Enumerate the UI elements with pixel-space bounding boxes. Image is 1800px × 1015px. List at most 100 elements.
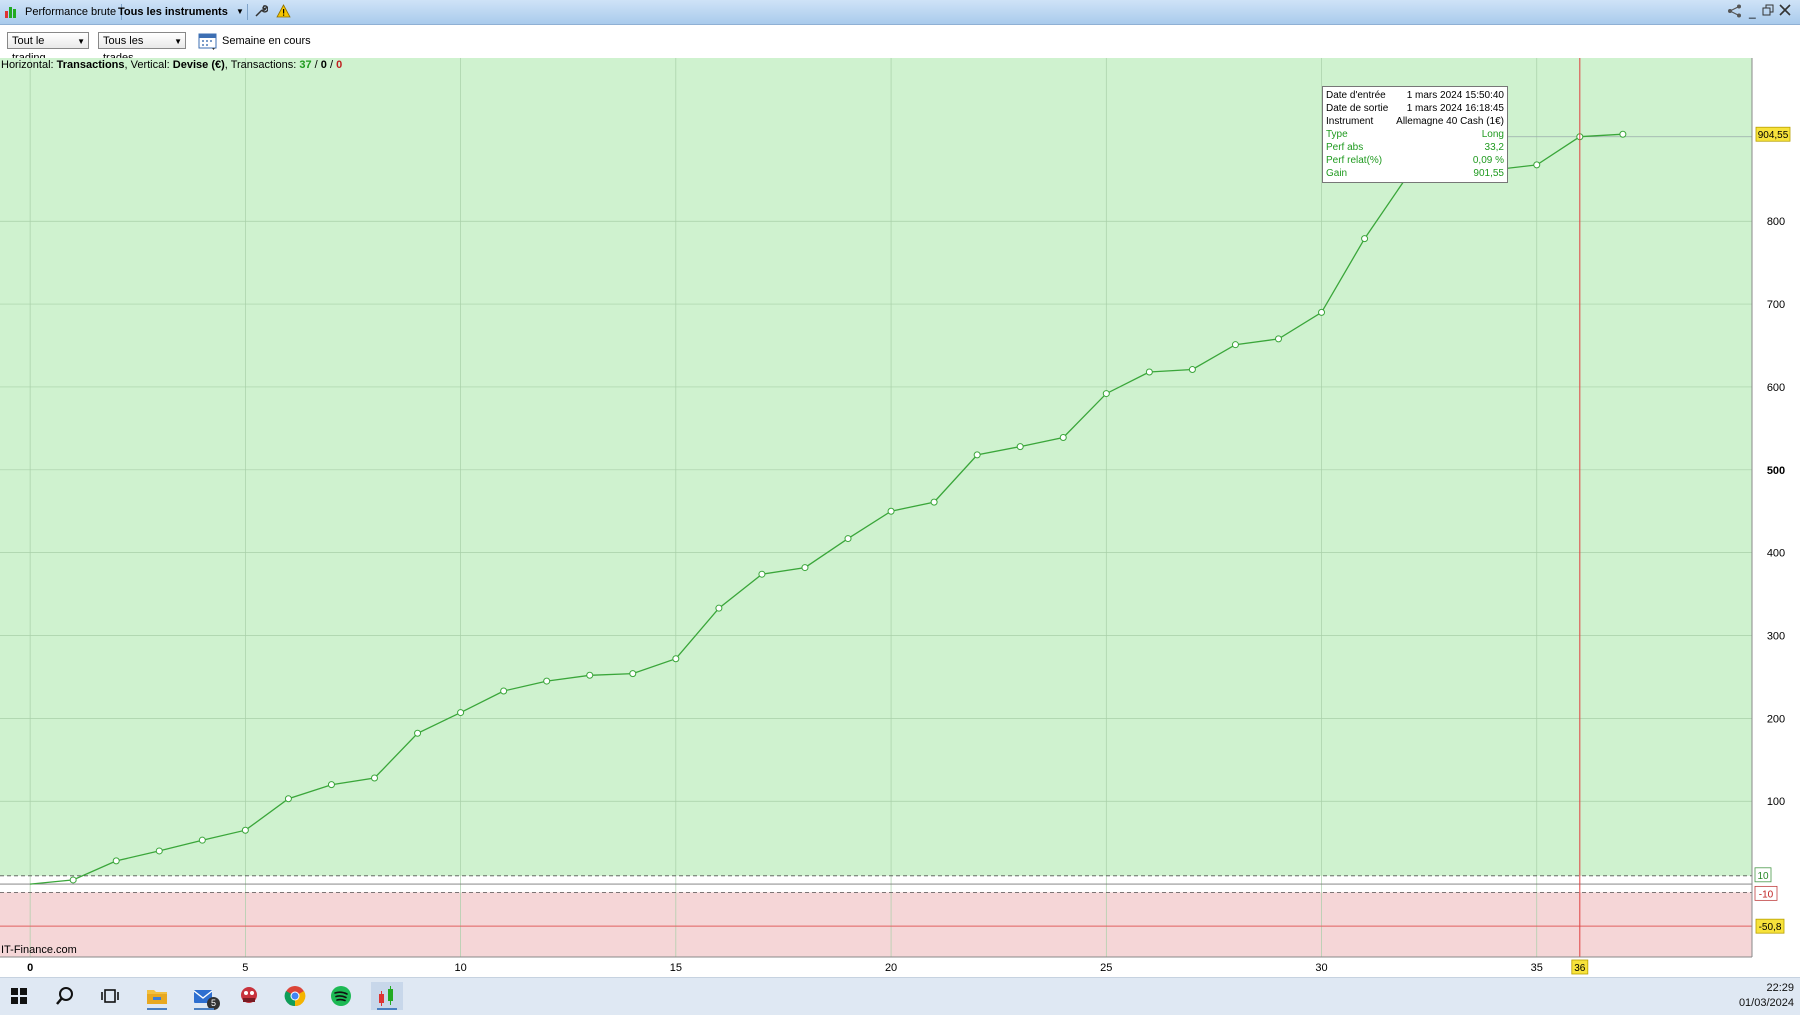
x-tick-label: 5: [242, 962, 248, 974]
data-point: [758, 570, 766, 578]
band-upper-label-text: 10: [1757, 871, 1769, 882]
transactions-loss: 0: [336, 59, 343, 71]
file-explorer-icon[interactable]: [141, 982, 173, 1010]
data-point: [1274, 335, 1282, 343]
data-point: [371, 774, 379, 782]
data-point: [1318, 308, 1326, 316]
wrench-icon[interactable]: [254, 4, 269, 20]
clock-time: 22:29: [1766, 982, 1794, 994]
data-point: [69, 876, 77, 884]
data-point: [543, 677, 551, 685]
vertical-label: , Vertical:: [124, 59, 173, 71]
horizontal-label: Horizontal:: [1, 59, 57, 71]
trade-tooltip: Date d'entrée 1 mars 2024 15:50:40 Date de…: [1322, 86, 1508, 183]
close-icon[interactable]: [1779, 4, 1791, 20]
active-indicator: [194, 1008, 214, 1010]
band-upper-label-box: [1754, 867, 1772, 883]
y-tick-label: 600: [1767, 382, 1785, 394]
data-point: [1059, 433, 1067, 441]
data-point: [414, 729, 422, 737]
toolbar: Tout le trading ▼ Tous les trades ▼ Sema…: [0, 25, 1800, 64]
y-tick-label: 200: [1767, 713, 1785, 725]
mail-badge: 5: [207, 997, 220, 1010]
data-point: [1102, 390, 1110, 398]
min-value-label-text: -50,8: [1759, 922, 1782, 933]
x-tick-label: 10: [454, 962, 466, 974]
horizontal-value: Transactions: [56, 59, 125, 71]
trades-filter-dropdown[interactable]: Tous les trades ▼: [98, 32, 186, 64]
current-value-label-text: 904,55: [1758, 130, 1789, 141]
current-value-label-box: [1755, 126, 1791, 142]
data-point: [930, 498, 938, 506]
tab-instruments[interactable]: Tous les instruments: [118, 6, 228, 18]
data-point: [500, 687, 508, 695]
data-point: [586, 671, 594, 679]
data-point: [1619, 130, 1627, 138]
cursor-x-label: 36: [1571, 959, 1589, 975]
tooltip-value: 1 mars 2024 15:50:40: [1406, 90, 1504, 101]
current-value-label: 904,55: [1755, 126, 1791, 142]
tab-performance[interactable]: Performance brute: [20, 4, 123, 20]
restore-icon[interactable]: [1762, 4, 1774, 20]
trading-app-icon[interactable]: [371, 982, 403, 1010]
tooltip-key: Date d'entrée: [1326, 90, 1386, 101]
tooltip-value: 901,55: [1473, 168, 1504, 179]
tooltip-key: Type: [1326, 129, 1348, 140]
period-label[interactable]: Semaine en cours: [222, 35, 311, 47]
warning-icon[interactable]: [276, 4, 291, 20]
data-point: [1361, 235, 1369, 243]
spotify-icon[interactable]: [325, 982, 357, 1010]
tooltip-key: Gain: [1326, 168, 1348, 179]
tooltip-key: Perf relat(%): [1326, 155, 1383, 166]
data-point: [715, 604, 723, 612]
equity-line: [30, 133, 1623, 885]
share-icon[interactable]: [1727, 4, 1743, 20]
y-tick-label: 100: [1767, 796, 1785, 808]
chart-app-icon: [3, 4, 19, 20]
minimize-icon[interactable]: _: [1749, 5, 1756, 19]
system-clock: 22:29 01/03/2024: [1739, 981, 1794, 1011]
tooltip-row: Perf relat(%) 0,09 %: [1326, 154, 1504, 167]
tooltip-key: Date de sortie: [1326, 103, 1389, 114]
data-point: [844, 535, 852, 543]
tooltip-value: 0,09 %: [1472, 155, 1504, 166]
x-tick-label: 0: [27, 962, 33, 974]
y-tick-label: 800: [1767, 216, 1785, 228]
data-point: [973, 451, 981, 459]
data-point: [198, 836, 206, 844]
band-lower-label-box: [1754, 885, 1778, 901]
separator: /: [326, 59, 337, 71]
data-point: [1533, 161, 1541, 169]
chevron-down-icon: ▼: [77, 37, 85, 46]
data-point: [887, 507, 895, 515]
windows-start-icon[interactable]: [3, 982, 35, 1010]
data-point: [241, 826, 249, 834]
chevron-down-icon[interactable]: ▼: [236, 7, 244, 16]
data-point: [1231, 341, 1239, 349]
x-tick-label: 35: [1531, 962, 1543, 974]
chrome-icon[interactable]: [279, 982, 311, 1010]
task-view-icon[interactable]: [94, 982, 126, 1010]
data-point: [112, 857, 120, 865]
data-point: [629, 670, 637, 678]
search-icon[interactable]: [49, 982, 81, 1010]
trading-filter-dropdown[interactable]: Tout le trading ▼: [7, 32, 89, 64]
min-value-label-box: [1755, 918, 1785, 934]
active-indicator: [377, 1008, 397, 1010]
data-point: [1145, 368, 1153, 376]
tooltip-value: 1 mars 2024 16:18:45: [1406, 103, 1504, 114]
separator: /: [311, 59, 321, 71]
profit-zone: [0, 58, 1752, 885]
calendar-icon[interactable]: [198, 31, 218, 54]
tooltip-row: Type Long: [1326, 128, 1504, 141]
chart-info-line: Horizontal: Transactions, Vertical: Devi…: [1, 59, 342, 71]
transactions-label: , Transactions:: [224, 59, 300, 71]
data-point: [457, 709, 465, 717]
game-app-icon[interactable]: [233, 982, 265, 1010]
mail-icon[interactable]: 5: [188, 982, 220, 1010]
tooltip-value: 33,2: [1484, 142, 1504, 153]
band-lower-label-text: -10: [1759, 889, 1774, 900]
y-tick-label: 700: [1767, 299, 1785, 311]
tooltip-row: Date d'entrée 1 mars 2024 15:50:40: [1326, 89, 1504, 102]
